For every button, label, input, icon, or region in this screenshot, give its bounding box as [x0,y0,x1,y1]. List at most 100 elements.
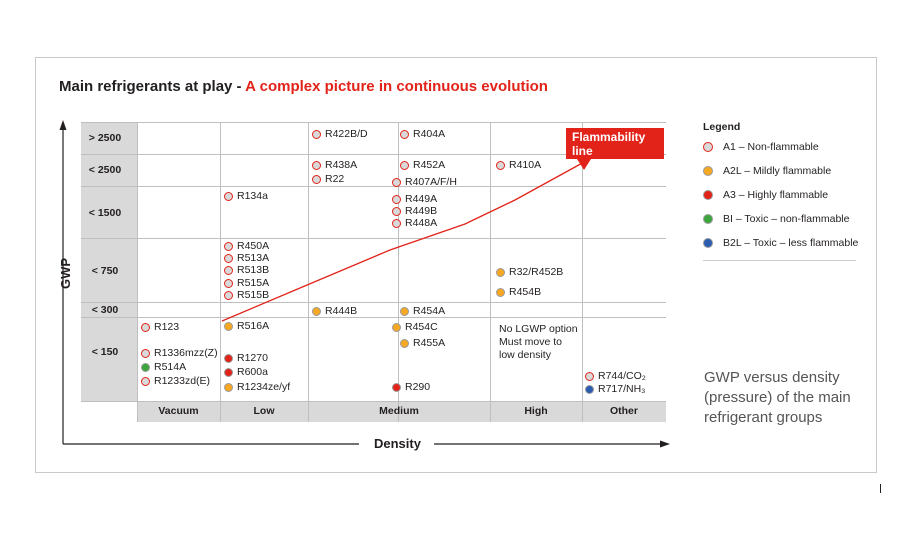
refrigerant-marker: R32/R452B [496,266,563,278]
grid-line [81,317,666,318]
legend-label: BI – Toxic – non-flammable [723,213,850,225]
dot-a2l [224,321,233,331]
refrigerant-label: R452A [413,159,446,171]
dot-b2l [703,238,713,248]
dot-a2l [496,287,505,297]
refrigerant-marker: R22 [312,173,344,185]
dot-a1 [703,142,713,152]
grid-line [308,122,309,422]
dot-b2l [585,384,594,394]
x-label-row [137,401,666,422]
refrigerant-marker: R452A [400,159,445,171]
refrigerant-label: R32/R452B [509,266,564,278]
callout-line1: Flammability [572,130,646,144]
refrigerant-marker: R454A [400,305,445,317]
legend-label: A2L – Mildly flammable [723,165,832,177]
refrigerant-marker: R438A [312,159,357,171]
refrigerant-marker: R448A [392,217,437,229]
x-axis-title: Density [374,436,421,451]
refrigerant-label: R744/CO₂ [598,370,646,382]
refrigerant-label: R422B/D [325,128,368,140]
dot-a2l [224,382,233,392]
grid-line [490,122,491,422]
y-axis-title: GWP [58,257,74,290]
grid-line [137,122,138,422]
refrigerant-label: R454B [509,286,542,298]
dot-a1 [312,174,321,184]
grid-line [81,154,666,155]
legend-item: B2L – Toxic – less flammable [703,237,858,249]
refrigerant-marker: R717/NH₃ [585,383,645,395]
refrigerant-label: R22 [325,173,345,185]
refrigerant-marker: R134a [224,190,268,202]
note-line: low density [499,349,551,361]
grid-line [81,238,666,239]
x-tick-label: Low [253,405,275,417]
refrigerant-marker: R1336mzz(Z) [141,347,218,359]
refrigerant-label: R513B [237,264,270,276]
dot-a1 [224,241,233,251]
dot-a1 [141,348,150,358]
refrigerant-label: R600a [237,366,268,378]
refrigerant-label: R449A [405,193,438,205]
title-subtitle: A complex picture in continuous evolutio… [245,78,548,95]
refrigerant-marker: R407A/F/H [392,176,457,188]
refrigerant-label: R454C [405,321,438,333]
dot-a1 [585,371,594,381]
refrigerant-label: R134a [237,190,268,202]
flammability-callout: Flammability line [566,128,664,159]
refrigerant-marker: R600a [224,366,268,378]
refrigerant-marker: R404A [400,128,445,140]
flammability-line [221,160,587,322]
refrigerant-label: R516A [237,320,270,332]
dot-a1 [141,376,150,386]
grid-line [81,186,666,187]
refrigerant-label: R407A/F/H [405,176,457,188]
refrigerant-label: R450A [237,240,270,252]
legend-item: A3 – Highly flammable [703,189,828,201]
refrigerant-marker: R515B [224,289,269,301]
grid-line [81,122,666,123]
dot-a1 [392,177,401,187]
refrigerant-marker: R513A [224,252,269,264]
legend-item: A2L – Mildly flammable [703,165,831,177]
dot-a3 [224,367,233,377]
refrigerant-label: R404A [413,128,446,140]
refrigerant-marker: R449B [392,205,437,217]
refrigerant-marker: R515A [224,277,269,289]
dot-a1 [392,194,401,204]
refrigerant-marker: R744/CO₂ [585,370,646,382]
refrigerant-marker: R290 [392,381,430,393]
grid-line [81,302,666,303]
y-label-column [81,122,137,401]
grid-line [81,401,666,402]
refrigerant-marker: R422B/D [312,128,368,140]
grid-line [582,122,583,422]
legend-title: Legend [703,121,741,133]
y-tick-label: < 2500 [88,164,122,176]
x-tick-label: Vacuum [158,405,199,417]
refrigerant-label: R449B [405,205,438,217]
x-tick-label: High [524,405,548,417]
dot-a1 [224,253,233,263]
y-tick-label: < 1500 [88,207,122,219]
dot-a1 [312,129,321,139]
y-axis-arrowhead [59,120,67,130]
dot-a1 [400,160,409,170]
refrigerant-label: R515A [237,277,270,289]
dot-a1 [224,290,233,300]
refrigerant-label: R455A [413,337,446,349]
lgwp-note: No LGWP option Must move to low density [499,323,578,362]
refrigerant-marker: R450A [224,240,269,252]
dot-bi [703,214,713,224]
refrigerant-marker: R444B [312,305,357,317]
refrigerant-marker: R455A [400,337,445,349]
dot-a1 [141,322,150,332]
legend-label: A1 – Non-flammable [723,141,819,153]
refrigerant-marker: R410A [496,159,541,171]
refrigerant-marker: R513B [224,264,269,276]
figure-title: Main refrigerants at play - A complex pi… [59,78,548,95]
refrigerant-label: R438A [325,159,358,171]
legend-item: A1 – Non-flammable [703,141,819,153]
y-tick-label: < 150 [91,346,119,358]
